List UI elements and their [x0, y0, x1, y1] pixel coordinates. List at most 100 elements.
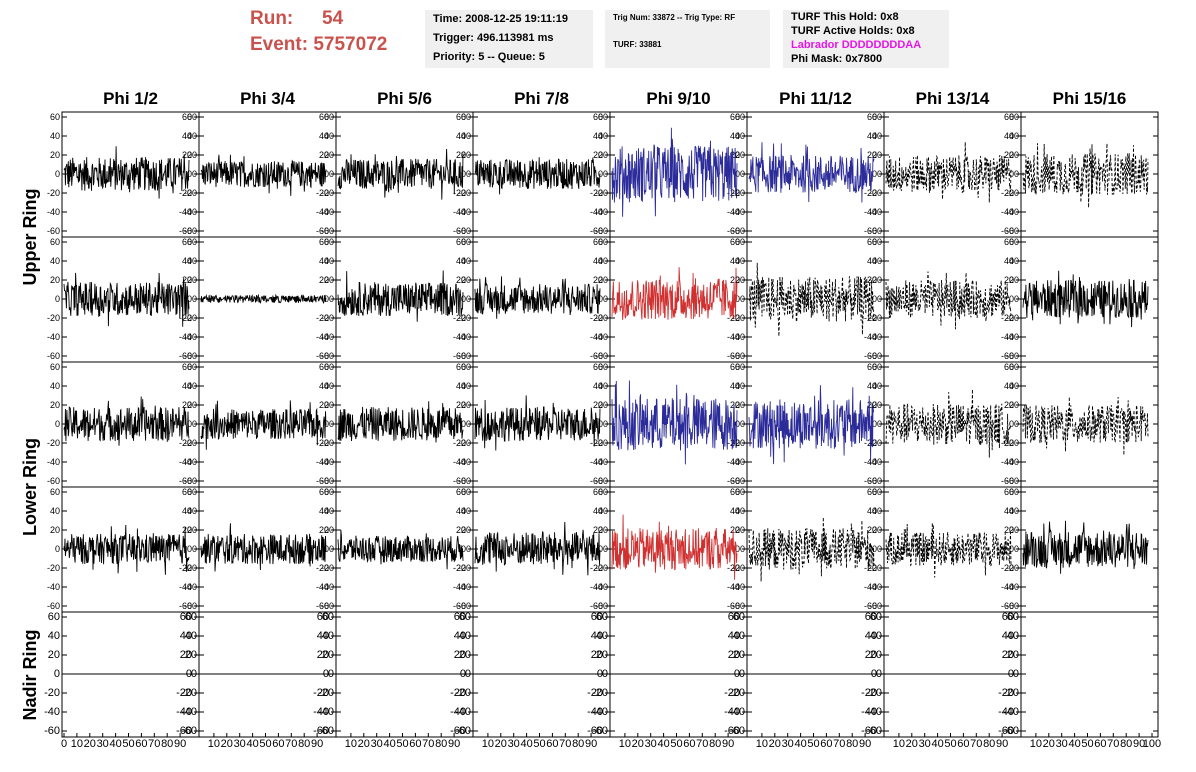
ytick-label: -60	[455, 725, 471, 737]
ytick-label: -40	[732, 457, 745, 467]
ytick-label-right: -20	[864, 313, 877, 323]
trace-r3-c6	[748, 385, 875, 465]
trigger-text: Trigger: 496.113981 ms	[433, 32, 554, 44]
xtick-label: 50	[533, 738, 545, 750]
ytick-label-right: -60	[590, 226, 603, 236]
ytick-label: -20	[181, 687, 197, 699]
ytick-label: 60	[872, 487, 882, 497]
ytick-label: -60	[47, 226, 60, 236]
ytick-label-right: 20	[730, 275, 740, 285]
ytick-label-right: 60	[1004, 112, 1014, 122]
xtick-label: 70	[833, 738, 845, 750]
trace-r1-c8	[1022, 143, 1149, 208]
ytick-label: 20	[187, 525, 197, 535]
ytick-label: -60	[1003, 725, 1019, 737]
xtick-label: 30	[508, 738, 520, 750]
ytick-label: 0	[602, 668, 608, 680]
ytick-label: -20	[44, 687, 60, 699]
ytick-label-right: 40	[182, 506, 192, 516]
trace-r2-c1	[63, 272, 190, 327]
xtick-label: 20	[221, 738, 233, 750]
column-header-2: Phi 3/4	[240, 89, 295, 108]
ytick-label: 0	[877, 169, 882, 179]
event-value: 5757072	[313, 34, 388, 55]
ytick-label: -60	[181, 725, 197, 737]
xtick-label: 30	[782, 738, 794, 750]
ytick-label: -60	[732, 601, 745, 611]
ytick-label: -20	[869, 563, 882, 573]
ytick-label: -20	[458, 438, 471, 448]
ytick-label: 40	[324, 381, 334, 391]
xtick-label: 70	[422, 738, 434, 750]
ytick-label-right: 0	[187, 544, 192, 554]
trig-num-text: Trig Num: 33872 -- Trig Type: RF	[613, 13, 736, 22]
xtick-label: 50	[1081, 738, 1093, 750]
ytick-label-right: -40	[453, 582, 466, 592]
ytick-label-right: 0	[735, 169, 740, 179]
ytick-label: 20	[461, 275, 471, 285]
xtick-label: 40	[1068, 738, 1080, 750]
ytick-label: -20	[595, 188, 608, 198]
ytick-label-right: 60	[456, 237, 466, 247]
xtick-label: 10	[345, 738, 357, 750]
ytick-label: -20	[1006, 438, 1019, 448]
ytick-label: 40	[50, 381, 60, 391]
ytick-label: 40	[324, 506, 334, 516]
ytick-label-right: -20	[1001, 438, 1014, 448]
row-label-lower-ring: Lower Ring	[20, 438, 40, 536]
ytick-label: 40	[187, 256, 197, 266]
ytick-label: -20	[321, 438, 334, 448]
ytick-label-right: -20	[453, 563, 466, 573]
ytick-label-right: 40	[593, 131, 603, 141]
ytick-label-right: -20	[316, 313, 329, 323]
ytick-label-right: 40	[182, 131, 192, 141]
ytick-label: -60	[458, 226, 471, 236]
ytick-label: 0	[1013, 668, 1019, 680]
ytick-label: -40	[458, 457, 471, 467]
trace-r3-c1	[63, 396, 190, 446]
turf-hold-text: TURF This Hold: 0x8	[791, 11, 899, 23]
ytick-label: -60	[869, 226, 882, 236]
ytick-label: -20	[732, 313, 745, 323]
ytick-label: 0	[192, 169, 197, 179]
ytick-label-right: 60	[182, 237, 192, 247]
xtick-label: 10	[619, 738, 631, 750]
column-header-5: Phi 9/10	[646, 89, 710, 108]
ytick-label-right: 0	[1009, 294, 1014, 304]
ytick-label-right: 40	[591, 630, 603, 642]
panel-frame-r1-c3	[335, 111, 474, 238]
ytick-label-right: -40	[176, 706, 192, 718]
ytick-label-right: 60	[319, 237, 329, 247]
ytick-label: -20	[184, 313, 197, 323]
xtick-label: 20	[632, 738, 644, 750]
ytick-label: 60	[598, 112, 608, 122]
ytick-label: 40	[598, 506, 608, 516]
ytick-label-right: 0	[735, 419, 740, 429]
ytick-label: 0	[603, 544, 608, 554]
xtick-label: 80	[983, 738, 995, 750]
ytick-label: 60	[1009, 237, 1019, 247]
xtick-label: 30	[97, 738, 109, 750]
ytick-label: 60	[324, 237, 334, 247]
event-label: Event:	[250, 34, 309, 55]
ytick-label: -60	[595, 601, 608, 611]
xtick-label: 20	[84, 738, 96, 750]
ytick-label-right: -20	[864, 563, 877, 573]
trace-r2-c2	[200, 293, 327, 304]
ytick-label-right: 40	[730, 381, 740, 391]
xtick-label: 90	[996, 738, 1008, 750]
ytick-label: 40	[735, 256, 745, 266]
xtick-label: 90	[311, 738, 323, 750]
ytick-label-right: -40	[179, 457, 192, 467]
ytick-label: -60	[869, 351, 882, 361]
ytick-label-right: -60	[727, 226, 740, 236]
column-header-1: Phi 1/2	[103, 89, 158, 108]
trace-r2-c8	[1022, 270, 1149, 328]
xtick-label: 80	[846, 738, 858, 750]
ytick-label: -60	[1006, 476, 1019, 486]
ytick-label: 20	[735, 400, 745, 410]
xtick-label: 10	[756, 738, 768, 750]
ytick-label-right: -20	[727, 563, 740, 573]
ytick-label-right: 0	[461, 544, 466, 554]
ytick-label: 40	[324, 256, 334, 266]
